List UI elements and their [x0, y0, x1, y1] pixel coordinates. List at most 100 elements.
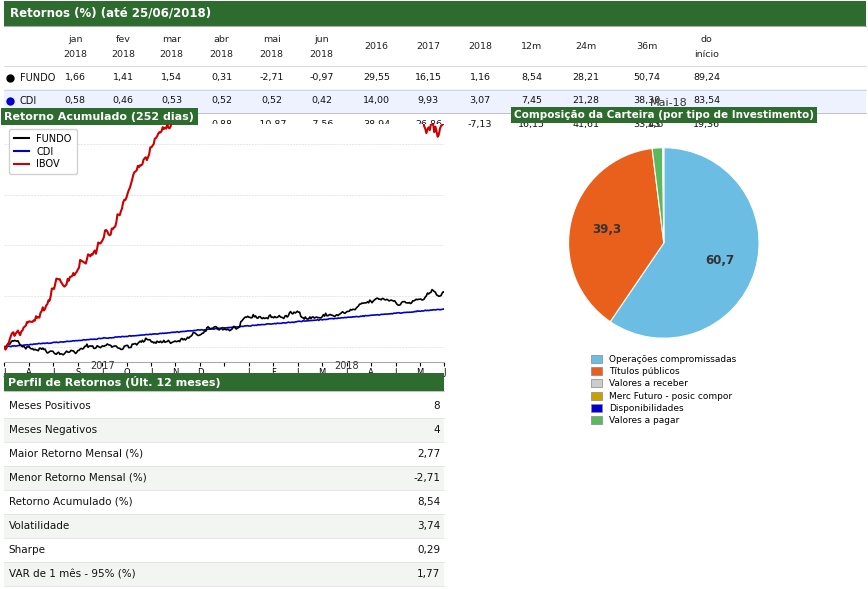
- IBOV: [297, 67, 307, 74]
- Text: Retorno Acumulado (252 dias): Retorno Acumulado (252 dias): [4, 112, 194, 122]
- Wedge shape: [610, 148, 759, 338]
- Text: 3,74: 3,74: [417, 521, 440, 531]
- FUNDO: [312, 314, 323, 321]
- Text: 2018: 2018: [310, 50, 333, 59]
- Text: 21,28: 21,28: [573, 97, 600, 105]
- IBOV: [341, 104, 352, 111]
- Text: 3,07: 3,07: [470, 97, 490, 105]
- Text: Retornos (%) (até 25/06/2018): Retornos (%) (até 25/06/2018): [10, 7, 211, 20]
- Text: FUNDO: FUNDO: [20, 72, 56, 82]
- CDI: [439, 306, 450, 313]
- Text: 1,77: 1,77: [417, 569, 440, 579]
- Bar: [4, 466, 444, 490]
- Text: -0,97: -0,97: [309, 73, 333, 82]
- Text: 19,36: 19,36: [694, 120, 720, 129]
- Text: Perfil de Retornos (Últ. 12 meses): Perfil de Retornos (Últ. 12 meses): [8, 376, 220, 388]
- Text: 2018: 2018: [260, 50, 284, 59]
- Text: mar: mar: [162, 35, 181, 44]
- Text: 0,52: 0,52: [113, 120, 134, 129]
- FUNDO: [0, 343, 10, 350]
- CDI: [312, 316, 322, 323]
- CDI: [294, 317, 305, 325]
- Text: 2017: 2017: [89, 361, 115, 371]
- Text: 7,45: 7,45: [522, 97, 542, 105]
- Text: 9,93: 9,93: [418, 97, 439, 105]
- Bar: [4, 490, 444, 514]
- Text: 0,46: 0,46: [113, 97, 134, 105]
- Text: 28,21: 28,21: [573, 73, 600, 82]
- Text: jun: jun: [314, 35, 329, 44]
- Text: IBOV: IBOV: [20, 120, 43, 130]
- Text: 2018: 2018: [468, 42, 492, 51]
- Text: 1,8: 1,8: [647, 119, 665, 129]
- CDI: [328, 315, 339, 322]
- Legend: Operações compromissadas, Títulos públicos, Valores a receber, Merc Futuro - pos: Operações compromissadas, Títulos públic…: [588, 351, 740, 429]
- Text: VAR de 1 mês - 95% (%): VAR de 1 mês - 95% (%): [9, 569, 135, 579]
- Bar: [4, 66, 866, 90]
- Text: 26,86: 26,86: [415, 120, 442, 129]
- IBOV: [313, 69, 324, 76]
- Text: 2,77: 2,77: [417, 449, 440, 459]
- Bar: [4, 538, 444, 562]
- Text: 41,61: 41,61: [573, 120, 600, 129]
- Text: mai: mai: [263, 35, 280, 44]
- Text: do: do: [701, 35, 713, 44]
- Text: 11,14: 11,14: [62, 120, 89, 129]
- Text: abr: abr: [214, 35, 229, 44]
- Text: 24m: 24m: [575, 42, 597, 51]
- Text: início: início: [694, 50, 720, 59]
- Line: CDI: CDI: [4, 309, 444, 347]
- Text: 1,16: 1,16: [470, 73, 490, 82]
- Text: 0,42: 0,42: [311, 97, 332, 105]
- Text: Mai-18: Mai-18: [649, 98, 687, 108]
- Bar: [4, 112, 866, 137]
- Text: 39,3: 39,3: [592, 223, 621, 236]
- Wedge shape: [662, 148, 664, 243]
- FUNDO: [51, 351, 62, 358]
- IBOV: [52, 276, 62, 283]
- Text: 4: 4: [433, 425, 440, 435]
- CDI: [0, 343, 10, 350]
- Text: 16,15: 16,15: [415, 73, 442, 82]
- Text: 1,41: 1,41: [113, 73, 134, 82]
- FUNDO: [427, 286, 437, 293]
- Wedge shape: [652, 148, 664, 243]
- Text: Menor Retorno Mensal (%): Menor Retorno Mensal (%): [9, 473, 147, 483]
- CDI: [339, 315, 349, 322]
- Text: Meses Negativos: Meses Negativos: [9, 425, 97, 435]
- Title: Composição da Carteira (por tipo de Investimento): Composição da Carteira (por tipo de Inve…: [514, 110, 814, 120]
- FUNDO: [296, 313, 306, 320]
- IBOV: [0, 346, 10, 353]
- Bar: [4, 373, 444, 391]
- Text: 89,24: 89,24: [694, 73, 720, 82]
- Text: 83,54: 83,54: [694, 97, 720, 105]
- Text: 0,29: 0,29: [417, 545, 440, 555]
- FUNDO: [339, 310, 350, 317]
- Line: FUNDO: FUNDO: [4, 290, 444, 355]
- Text: 38,94: 38,94: [363, 120, 391, 129]
- Text: 8,54: 8,54: [522, 73, 542, 82]
- Text: 50,74: 50,74: [633, 73, 660, 82]
- Wedge shape: [569, 148, 664, 322]
- Text: 1,54: 1,54: [161, 73, 182, 82]
- IBOV: [364, 108, 374, 115]
- CDI: [361, 312, 372, 319]
- Text: 0,53: 0,53: [161, 97, 182, 105]
- Bar: [4, 514, 444, 538]
- Text: Volatilidade: Volatilidade: [9, 521, 70, 531]
- Text: 0,88: 0,88: [211, 120, 232, 129]
- Text: -7,13: -7,13: [468, 120, 492, 129]
- Text: 1,66: 1,66: [64, 73, 86, 82]
- Text: -2,71: -2,71: [260, 73, 284, 82]
- Text: -7,56: -7,56: [309, 120, 333, 129]
- Text: 36m: 36m: [635, 42, 657, 51]
- Text: 2018: 2018: [160, 50, 183, 59]
- Text: 2018: 2018: [209, 50, 233, 59]
- Text: 0,52: 0,52: [211, 97, 232, 105]
- Text: 8,54: 8,54: [417, 497, 440, 507]
- Text: 16,15: 16,15: [518, 120, 545, 129]
- Text: 8: 8: [433, 401, 440, 411]
- Text: Maior Retorno Mensal (%): Maior Retorno Mensal (%): [9, 449, 143, 459]
- Legend: FUNDO, CDI, IBOV: FUNDO, CDI, IBOV: [10, 129, 76, 174]
- Text: jan: jan: [68, 35, 82, 44]
